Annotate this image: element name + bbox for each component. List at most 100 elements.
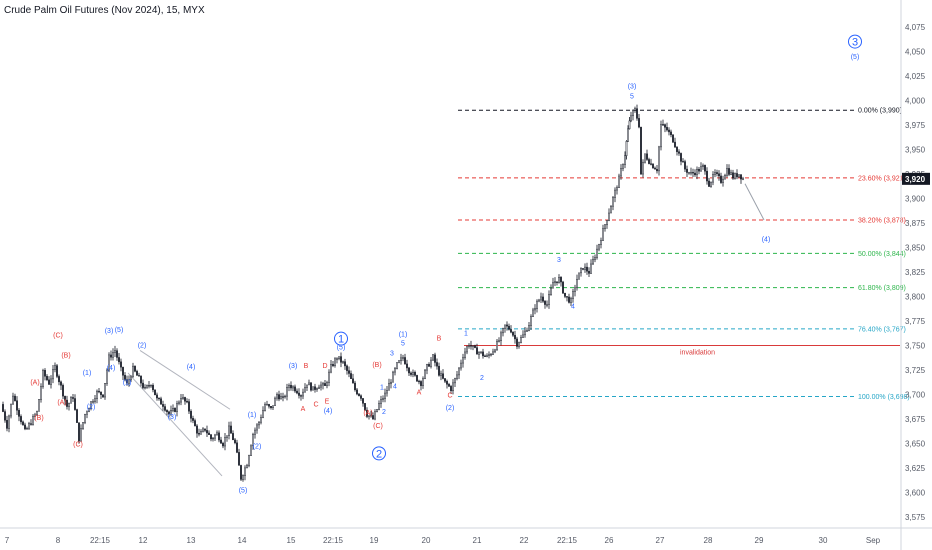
candle-body bbox=[412, 371, 414, 375]
candle-body bbox=[638, 118, 640, 128]
x-tick-label: 22:15 bbox=[323, 536, 344, 545]
candle-body bbox=[364, 403, 366, 411]
candle-body bbox=[492, 351, 494, 355]
circle-wave-label: 3 bbox=[852, 37, 858, 49]
candle-body bbox=[570, 298, 572, 303]
candle-body bbox=[684, 161, 686, 170]
candle-body bbox=[106, 369, 108, 384]
candle-body bbox=[296, 390, 298, 394]
candle-body bbox=[358, 393, 360, 396]
candle-body bbox=[178, 401, 180, 404]
candle-body bbox=[58, 376, 60, 383]
y-tick-label: 3,725 bbox=[905, 366, 926, 375]
wave-label: (4) bbox=[107, 365, 116, 372]
candle-body bbox=[96, 390, 98, 399]
wave-label: C bbox=[313, 401, 318, 408]
candle-body bbox=[174, 408, 176, 412]
candle-body bbox=[66, 399, 68, 407]
candle-body bbox=[448, 384, 450, 387]
wave-label: 5 bbox=[630, 93, 634, 100]
candle-body bbox=[510, 329, 512, 333]
candle-body bbox=[188, 401, 190, 412]
candle-body bbox=[372, 415, 374, 420]
candle-body bbox=[538, 299, 540, 302]
candle-body bbox=[722, 178, 724, 183]
circle-wave-marker bbox=[848, 34, 862, 49]
candle-body bbox=[730, 172, 732, 175]
candle-body bbox=[194, 420, 196, 427]
y-tick-label: 3,850 bbox=[905, 243, 926, 252]
candle-body bbox=[388, 383, 390, 391]
candle-body bbox=[362, 398, 364, 404]
candle-body bbox=[266, 404, 268, 406]
candle-body bbox=[114, 350, 116, 353]
candle-body bbox=[534, 308, 536, 311]
candle-body bbox=[272, 405, 274, 408]
candle-body bbox=[674, 141, 676, 148]
y-tick-label: 3,825 bbox=[905, 268, 926, 277]
candle-body bbox=[734, 173, 736, 179]
candle-body bbox=[480, 351, 482, 353]
candle-body bbox=[60, 381, 62, 386]
candle-body bbox=[410, 372, 412, 375]
candle-body bbox=[558, 277, 560, 283]
candle-body bbox=[102, 394, 104, 398]
candle-body bbox=[714, 172, 716, 175]
candle-body bbox=[594, 257, 596, 260]
candle-body bbox=[530, 316, 532, 326]
candle-body bbox=[600, 240, 602, 245]
candle-body bbox=[616, 187, 618, 191]
candle-body bbox=[64, 395, 66, 401]
candle-body bbox=[368, 415, 370, 417]
candle-body bbox=[430, 359, 432, 367]
candle-body bbox=[302, 391, 304, 397]
candle-body bbox=[74, 398, 76, 410]
candle-body bbox=[678, 151, 680, 154]
wave-label: (5) bbox=[337, 344, 346, 351]
candle-body bbox=[108, 354, 110, 371]
invalidation-label: invalidation bbox=[680, 350, 715, 357]
candle-body bbox=[256, 424, 258, 431]
candle-body bbox=[536, 300, 538, 309]
wave-label: (A) bbox=[30, 380, 39, 387]
candle-body bbox=[142, 382, 144, 388]
candle-body bbox=[376, 409, 378, 412]
candle-body bbox=[100, 391, 102, 395]
candle-body bbox=[298, 392, 300, 396]
candle-body bbox=[24, 424, 26, 430]
x-tick-label: 22:15 bbox=[557, 536, 578, 545]
candle-body bbox=[446, 381, 448, 385]
candle-body bbox=[132, 365, 134, 378]
candle-body bbox=[688, 172, 690, 174]
candle-body bbox=[62, 385, 64, 397]
candle-body bbox=[602, 228, 604, 241]
candle-body bbox=[436, 362, 438, 367]
candle-body bbox=[200, 431, 202, 435]
candle-body bbox=[686, 168, 688, 173]
candle-body bbox=[300, 395, 302, 397]
candle-body bbox=[170, 409, 172, 415]
candle-body bbox=[38, 399, 40, 412]
candle-body bbox=[72, 397, 74, 399]
candle-body bbox=[116, 350, 118, 358]
candle-body bbox=[236, 442, 238, 453]
x-tick-label: 13 bbox=[187, 536, 196, 545]
candle-body bbox=[258, 421, 260, 426]
candle-body bbox=[354, 382, 356, 391]
candle-body bbox=[627, 128, 629, 142]
candle-body bbox=[450, 386, 452, 392]
candle-body bbox=[32, 416, 34, 425]
candle-body bbox=[690, 172, 692, 174]
candle-body bbox=[180, 398, 182, 403]
candle-body bbox=[668, 129, 670, 133]
fib-level-label: 50.00% (3,844) bbox=[858, 251, 906, 258]
candle-body bbox=[112, 352, 114, 358]
wave-label: (C) bbox=[373, 423, 383, 430]
x-tick-label: 20 bbox=[422, 536, 431, 545]
candle-body bbox=[202, 428, 204, 432]
candle-body bbox=[190, 410, 192, 419]
y-tick-label: 4,000 bbox=[905, 96, 926, 105]
candle-body bbox=[460, 362, 462, 369]
candle-body bbox=[416, 375, 418, 382]
